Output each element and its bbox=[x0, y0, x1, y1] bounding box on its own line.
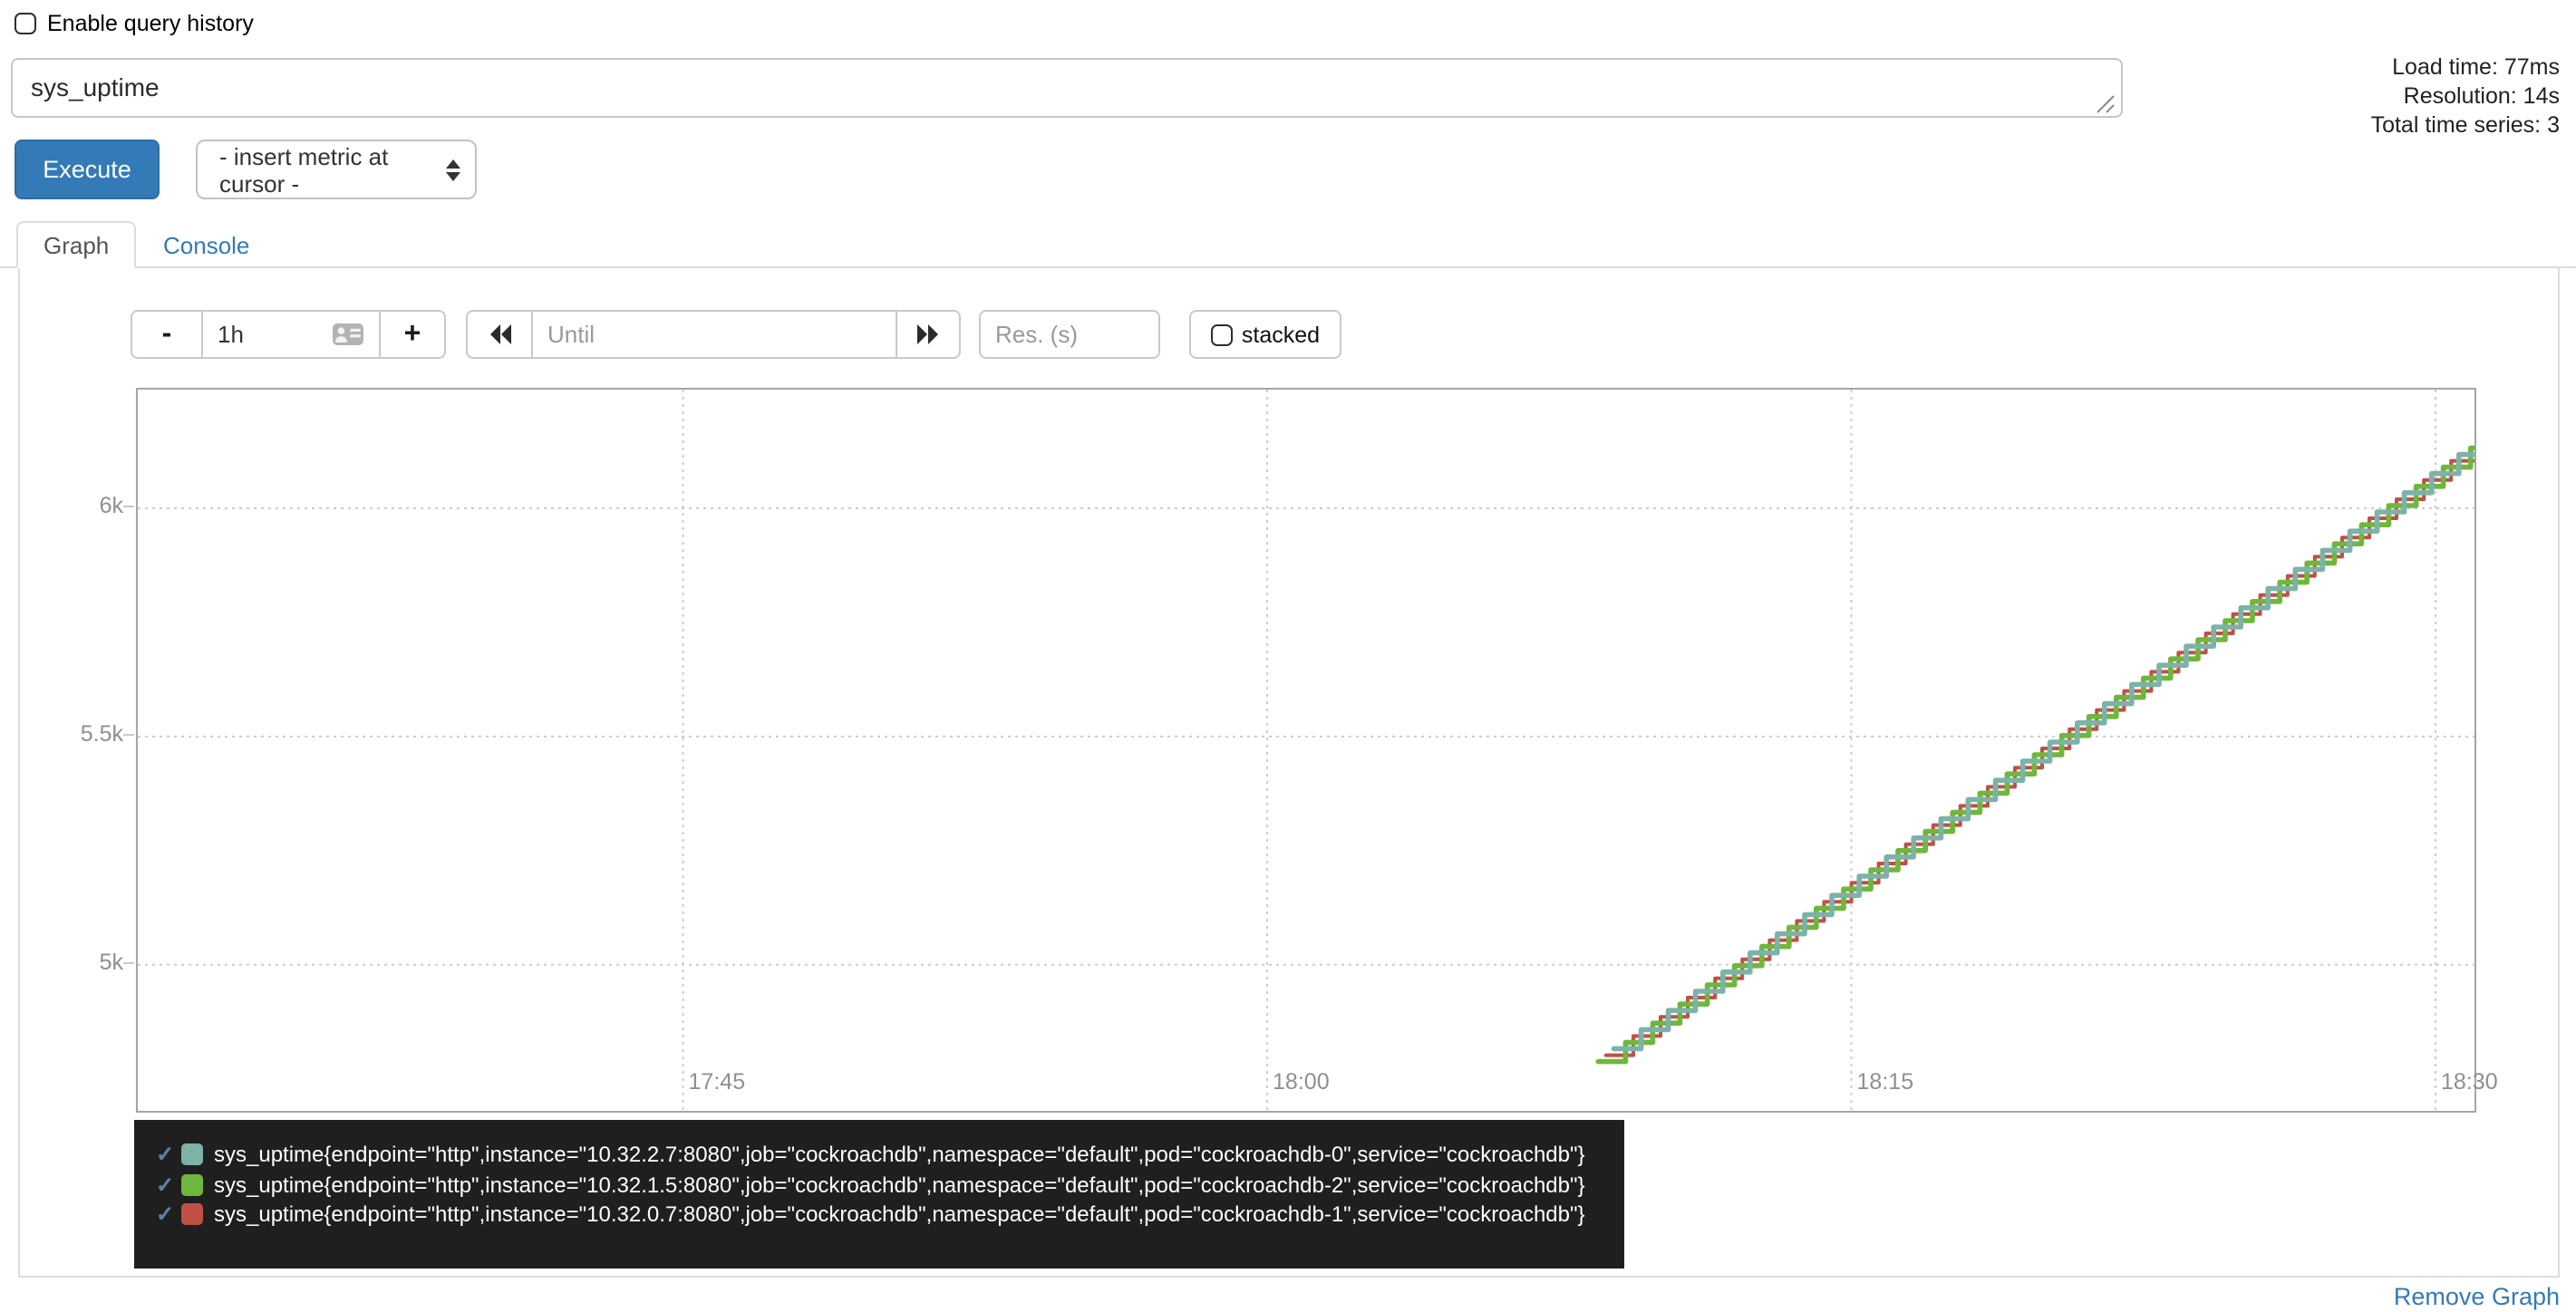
check-icon[interactable]: ✓ bbox=[156, 1142, 175, 1168]
stacked-group: stacked bbox=[1189, 310, 1341, 359]
check-icon[interactable]: ✓ bbox=[156, 1201, 175, 1228]
until-placeholder: Until bbox=[547, 321, 596, 348]
tab-bar: Graph Console bbox=[0, 221, 2576, 268]
y-tick-mark bbox=[123, 962, 134, 965]
execute-button[interactable]: Execute bbox=[15, 140, 160, 199]
select-arrows-icon bbox=[446, 159, 460, 180]
check-icon[interactable]: ✓ bbox=[156, 1172, 175, 1198]
series-line bbox=[1603, 458, 2474, 1057]
fast-forward-icon bbox=[917, 324, 938, 344]
legend-series-expression: sys_uptime{endpoint="http",instance="10.… bbox=[214, 1142, 1585, 1168]
series-line bbox=[1595, 445, 2474, 1065]
series-color-swatch bbox=[181, 1143, 203, 1166]
range-input[interactable]: 1h bbox=[201, 310, 381, 359]
query-expression-input[interactable]: sys_uptime bbox=[11, 58, 2123, 118]
plus-icon: + bbox=[403, 318, 421, 349]
chart-plot-area[interactable] bbox=[136, 388, 2476, 1113]
query-history-label: Enable query history bbox=[47, 11, 254, 36]
resolution: Resolution: 14s bbox=[2403, 83, 2560, 109]
x-tick-label: 17:45 bbox=[688, 1069, 746, 1095]
legend-series-expression: sys_uptime{endpoint="http",instance="10.… bbox=[214, 1201, 1585, 1228]
insert-metric-selected-value: - insert metric at cursor - bbox=[219, 142, 389, 197]
y-tick-label: 5.5k bbox=[80, 721, 123, 748]
series-color-swatch bbox=[181, 1203, 203, 1226]
legend-series-expression: sys_uptime{endpoint="http",instance="10.… bbox=[214, 1172, 1585, 1198]
rewind-icon bbox=[489, 324, 510, 344]
x-tick-label: 18:15 bbox=[1856, 1069, 1914, 1095]
stacked-toggle[interactable]: stacked bbox=[1189, 310, 1341, 359]
graph-panel bbox=[18, 268, 2559, 1277]
uptime-line-chart bbox=[138, 390, 2474, 1111]
legend-item[interactable]: ✓ sys_uptime{endpoint="http",instance="10… bbox=[156, 1200, 1603, 1230]
total-time-series: Total time series: 3 bbox=[2370, 112, 2560, 138]
series-color-swatch bbox=[181, 1173, 203, 1196]
resolution-placeholder: Res. (s) bbox=[995, 321, 1078, 348]
query-history-checkbox[interactable] bbox=[15, 13, 36, 34]
insert-metric-select[interactable]: - insert metric at cursor - bbox=[196, 140, 477, 199]
x-tick-label: 18:00 bbox=[1273, 1069, 1330, 1095]
range-decrease-button[interactable]: - bbox=[131, 310, 203, 359]
series-line bbox=[1611, 451, 2474, 1052]
tab-graph[interactable]: Graph bbox=[16, 221, 137, 268]
stacked-checkbox[interactable] bbox=[1210, 323, 1233, 345]
range-input-group: - 1h + bbox=[131, 310, 446, 359]
enable-query-history[interactable]: Enable query history bbox=[15, 11, 254, 36]
legend-item[interactable]: ✓ sys_uptime{endpoint="http",instance="10… bbox=[156, 1140, 1603, 1170]
resolution-group: Res. (s) bbox=[979, 310, 1160, 359]
y-tick-mark bbox=[123, 734, 134, 737]
until-input[interactable]: Until bbox=[531, 310, 897, 359]
tab-console[interactable]: Console bbox=[163, 231, 250, 258]
until-input-group: Until bbox=[466, 310, 961, 359]
chart-legend: ✓ sys_uptime{endpoint="http",instance="10… bbox=[134, 1120, 1624, 1269]
resolution-input[interactable]: Res. (s) bbox=[979, 310, 1160, 359]
x-tick-label: 18:30 bbox=[2441, 1069, 2498, 1095]
minus-icon: - bbox=[161, 318, 172, 349]
time-back-button[interactable] bbox=[466, 310, 533, 359]
query-stats: Load time: 77ms Resolution: 14s Total ti… bbox=[2371, 53, 2560, 140]
y-tick-label: 6k bbox=[99, 493, 123, 519]
stacked-label: stacked bbox=[1241, 322, 1321, 347]
legend-item[interactable]: ✓ sys_uptime{endpoint="http",instance="10… bbox=[156, 1170, 1603, 1200]
load-time: Load time: 77ms bbox=[2392, 54, 2560, 80]
y-tick-mark bbox=[123, 506, 134, 508]
range-value: 1h bbox=[218, 321, 244, 348]
range-increase-button[interactable]: + bbox=[379, 310, 446, 359]
autofill-contact-icon[interactable] bbox=[332, 323, 364, 346]
y-tick-label: 5k bbox=[99, 950, 123, 976]
time-forward-button[interactable] bbox=[896, 310, 961, 359]
remove-graph-link[interactable]: Remove Graph bbox=[2393, 1283, 2560, 1310]
